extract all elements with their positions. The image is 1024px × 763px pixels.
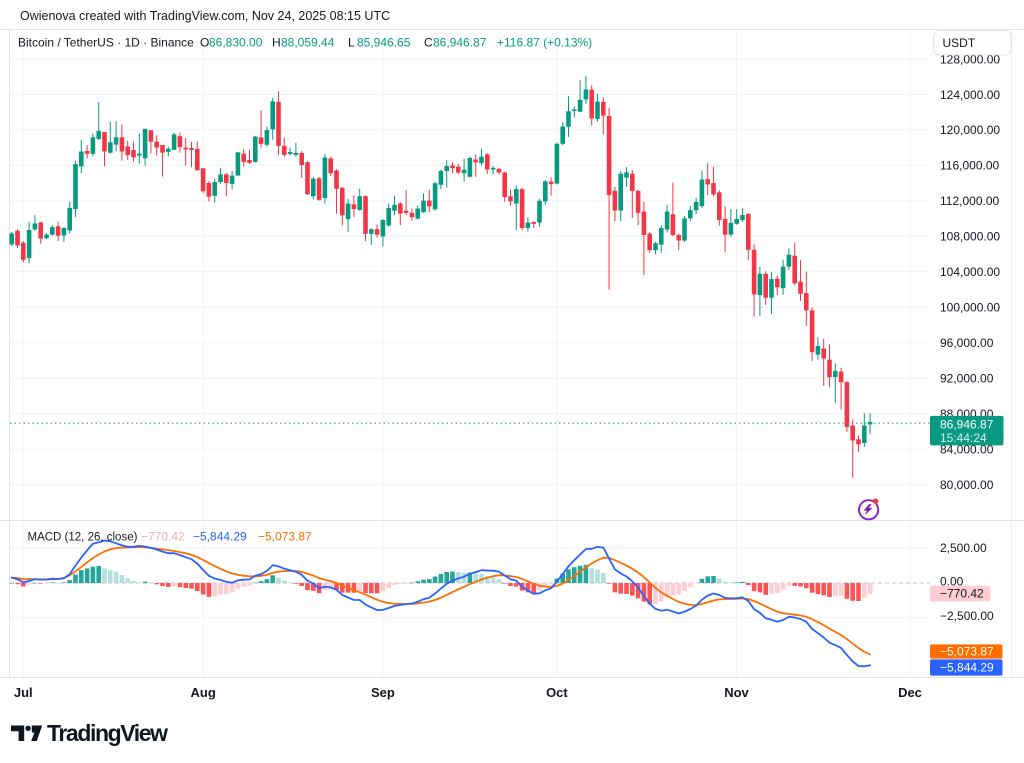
- svg-text:85,946.65: 85,946.65: [357, 36, 411, 50]
- svg-text:86,946.87: 86,946.87: [433, 36, 487, 50]
- svg-text:Aug: Aug: [191, 685, 216, 700]
- svg-text:H: H: [272, 36, 281, 50]
- svg-text:88,059.44: 88,059.44: [281, 36, 335, 50]
- svg-text:Sep: Sep: [371, 685, 395, 700]
- svg-text:84,000.00: 84,000.00: [940, 443, 994, 457]
- svg-text:124,000.00: 124,000.00: [940, 88, 1000, 102]
- svg-text:112,000.00: 112,000.00: [940, 194, 999, 208]
- svg-text:80,000.00: 80,000.00: [940, 478, 994, 492]
- svg-text:−5,073.87: −5,073.87: [940, 645, 994, 659]
- svg-text:MACD (12, 26, close): MACD (12, 26, close): [28, 532, 138, 544]
- svg-text:96,000.00: 96,000.00: [940, 336, 994, 350]
- svg-text:108,000.00: 108,000.00: [940, 230, 1000, 244]
- svg-text:+116.87 (+0.13%): +116.87 (+0.13%): [497, 36, 592, 50]
- svg-text:100,000.00: 100,000.00: [940, 301, 1000, 315]
- svg-text:86,830.00: 86,830.00: [209, 36, 263, 50]
- svg-text:−5,844.29: −5,844.29: [940, 661, 994, 675]
- svg-text:−770.42: −770.42: [141, 530, 185, 544]
- svg-text:92,000.00: 92,000.00: [940, 372, 994, 386]
- svg-text:−5,844.29: −5,844.29: [193, 530, 247, 544]
- svg-text:104,000.00: 104,000.00: [940, 265, 1000, 279]
- svg-text:Jul: Jul: [14, 685, 33, 700]
- svg-text:O: O: [200, 36, 209, 50]
- svg-text:15:44:24: 15:44:24: [940, 431, 987, 445]
- svg-text:−5,073.87: −5,073.87: [258, 530, 312, 544]
- svg-text:C: C: [424, 36, 433, 50]
- svg-text:USDT: USDT: [943, 36, 976, 50]
- svg-text:0.00: 0.00: [940, 575, 964, 589]
- svg-text:TradingView: TradingView: [47, 720, 168, 746]
- svg-text:−2,500.00: −2,500.00: [940, 609, 994, 623]
- svg-text:86,946.87: 86,946.87: [940, 417, 994, 431]
- svg-text:116,000.00: 116,000.00: [940, 159, 999, 173]
- svg-text:2,500.00: 2,500.00: [940, 541, 987, 555]
- svg-text:L: L: [348, 36, 355, 50]
- svg-text:120,000.00: 120,000.00: [940, 123, 1000, 137]
- svg-text:Bitcoin / TetherUS · 1D · Bina: Bitcoin / TetherUS · 1D · Binance: [18, 36, 194, 50]
- svg-text:−770.42: −770.42: [940, 587, 984, 601]
- svg-text:Oct: Oct: [546, 685, 568, 700]
- svg-text:Dec: Dec: [898, 685, 922, 700]
- svg-text:Nov: Nov: [724, 685, 749, 700]
- svg-text:Owienova created with TradingV: Owienova created with TradingView.com, N…: [20, 9, 390, 23]
- svg-text:128,000.00: 128,000.00: [940, 52, 1000, 66]
